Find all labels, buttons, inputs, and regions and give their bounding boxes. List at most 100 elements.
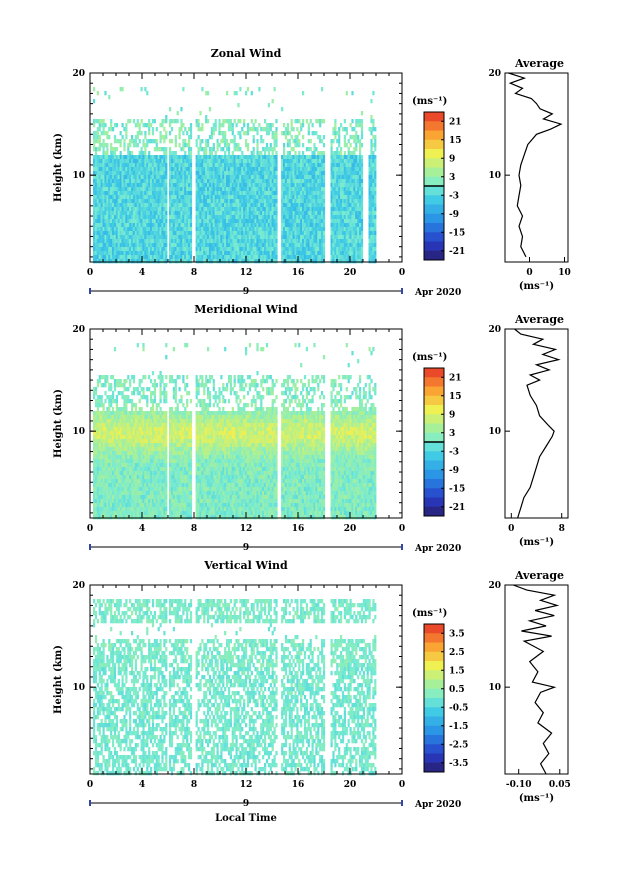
x-tick-label: 0 (87, 524, 93, 534)
x-tick-label: 12 (240, 780, 253, 790)
profile-x-tick: 0.05 (549, 780, 571, 790)
profile-x-label: (ms⁻¹) (519, 793, 554, 804)
heatmap (93, 343, 376, 519)
x-tick-label: 16 (292, 524, 305, 534)
x-tick-label: 12 (240, 268, 253, 278)
y-tick-label: 10 (72, 427, 85, 437)
x-tick-label: 4 (139, 780, 145, 790)
colorbar-tick: -15 (449, 228, 465, 238)
colorbar-tick: -21 (449, 247, 465, 257)
date-label: Apr 2020 (414, 288, 461, 298)
x-tick-label: 12 (240, 524, 253, 534)
colorbar-tick: -9 (449, 210, 459, 220)
profile-frame (505, 73, 568, 262)
x-tick-label: 4 (139, 524, 145, 534)
colorbar-tick: 2.5 (449, 648, 465, 658)
profile-title: Average (514, 57, 564, 70)
colorbar-tick: -3 (449, 447, 459, 457)
x-tick-label: 0 (87, 780, 93, 790)
profile-y-tick: 20 (488, 325, 501, 335)
profile-title: Average (514, 569, 564, 582)
colorbar-tick: -3.5 (449, 759, 468, 769)
profile-panel: Average 10 20 0 10 (ms⁻¹) (488, 57, 570, 292)
date-label: Apr 2020 (414, 800, 461, 810)
colorbar-unit: (ms⁻¹) (412, 608, 447, 619)
profile-x-label: (ms⁻¹) (519, 537, 554, 548)
y-tick-label: 10 (72, 683, 85, 693)
x-tick-label: 0 (87, 268, 93, 278)
panel-title: Zonal Wind (211, 47, 282, 60)
profile-frame (505, 585, 568, 774)
panel-0: Zonal Wind 0 4 8 12 16 20 0 10 20 Height (km) 9 Apr … (53, 47, 571, 298)
colorbar-tick: 15 (449, 392, 462, 402)
x-tick-label: 20 (344, 524, 357, 534)
profile-panel: Average 10 20 0 8 (ms⁻¹) (488, 313, 568, 548)
x-tick-label: 8 (191, 524, 197, 534)
y-tick-label: 20 (72, 325, 85, 335)
profile-x-tick: -0.10 (506, 780, 532, 790)
profile-line (515, 329, 559, 518)
x-tick-label: 16 (292, 268, 305, 278)
colorbar-tick: 3 (449, 173, 455, 183)
profile-y-tick: 20 (488, 69, 501, 79)
y-axis-label: Height (km) (53, 133, 64, 202)
x-tick-label: 20 (344, 268, 357, 278)
profile-y-tick: 10 (488, 683, 501, 693)
profile-x-tick: 0 (526, 268, 532, 278)
colorbar-tick: -9 (449, 466, 459, 476)
heatmap (93, 87, 376, 263)
colorbar: 21 15 9 3 -3 -9 -15 -21 (424, 112, 465, 260)
profile-x-tick: 0 (508, 524, 514, 534)
profile-y-tick: 10 (488, 171, 501, 181)
colorbar-tick: 3.5 (449, 629, 465, 639)
x-tick-label: 0 (399, 268, 405, 278)
profile-x-tick: 8 (559, 524, 565, 534)
colorbar-unit: (ms⁻¹) (412, 96, 447, 107)
x-tick-label: 4 (139, 268, 145, 278)
x-tick-label: 8 (191, 780, 197, 790)
colorbar-tick: 1.5 (449, 666, 465, 676)
x-tick-label: 20 (344, 780, 357, 790)
colorbar-tick: -2.5 (449, 740, 468, 750)
colorbar-tick: 0.5 (449, 685, 465, 695)
profile-title: Average (514, 313, 564, 326)
colorbar-unit: (ms⁻¹) (412, 352, 447, 363)
colorbar-tick: -15 (449, 484, 465, 494)
colorbar-tick: 9 (449, 410, 455, 420)
colorbar-tick: 15 (449, 136, 462, 146)
profile-line (513, 585, 557, 774)
y-tick-label: 10 (72, 171, 85, 181)
colorbar-tick: -3 (449, 191, 459, 201)
x-axis-label: Local Time (215, 813, 277, 824)
heatmap (93, 599, 376, 775)
colorbar-tick: 21 (449, 117, 462, 127)
y-axis-label: Height (km) (53, 389, 64, 458)
profile-panel: Average 10 20 -0.10 0.05 (ms⁻¹) (488, 569, 570, 804)
date-marker: 9 (243, 287, 249, 297)
profile-x-label: (ms⁻¹) (519, 281, 554, 292)
profile-frame (505, 329, 568, 518)
panel-2: Vertical Wind 0 4 8 12 16 20 0 10 20 Height (km) 9 A… (53, 559, 571, 824)
x-tick-label: 16 (292, 780, 305, 790)
date-marker: 9 (243, 543, 249, 553)
x-tick-label: 0 (399, 780, 405, 790)
panel-title: Meridional Wind (194, 303, 298, 316)
colorbar-tick: 21 (449, 373, 462, 383)
date-label: Apr 2020 (414, 544, 461, 554)
colorbar-tick: 3 (449, 429, 455, 439)
panel-title: Vertical Wind (203, 559, 288, 572)
y-tick-label: 20 (72, 69, 85, 79)
y-axis-label: Height (km) (53, 645, 64, 714)
colorbar: 21 15 9 3 -3 -9 -15 -21 (424, 368, 465, 516)
date-marker: 9 (243, 799, 249, 809)
x-tick-label: 8 (191, 268, 197, 278)
profile-x-tick: 10 (558, 268, 571, 278)
colorbar-tick: 9 (449, 154, 455, 164)
panel-1: Meridional Wind 0 4 8 12 16 20 0 10 20 Height (km)… (53, 303, 568, 554)
colorbar-tick: -21 (449, 503, 465, 513)
profile-y-tick: 10 (488, 427, 501, 437)
profile-line (509, 73, 562, 257)
y-tick-label: 20 (72, 581, 85, 591)
profile-y-tick: 20 (488, 581, 501, 591)
